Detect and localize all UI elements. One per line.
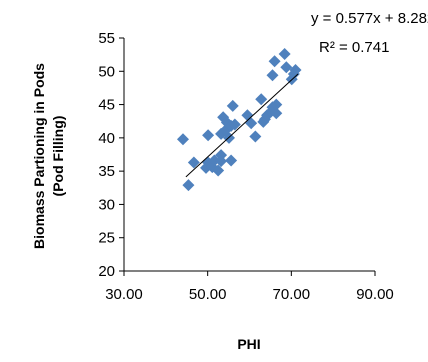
data-point	[287, 67, 300, 80]
y-tick-label: 55	[98, 30, 115, 47]
r-squared-label: R² = 0.741	[319, 39, 389, 56]
data-point	[249, 130, 262, 143]
y-axis-title-line1: Biomass Partioning in Pods	[31, 63, 47, 249]
data-point	[182, 179, 195, 192]
y-tick-label: 45	[98, 97, 115, 114]
x-tick-label: 70.00	[273, 286, 311, 303]
trendline-equation: y = 0.577x + 8.282	[311, 10, 428, 27]
x-axis-title: PHI	[237, 336, 260, 352]
data-points	[176, 47, 302, 192]
tick-labels: 20 25 30 35 40 45 50 55 30.00 50.00 70.00 90.00	[98, 30, 393, 303]
data-point	[278, 47, 291, 60]
data-point	[225, 154, 238, 167]
data-point	[270, 107, 283, 120]
data-point	[187, 156, 200, 169]
data-point	[176, 133, 189, 146]
x-tick-label: 90.00	[356, 286, 394, 303]
y-tick-label: 40	[98, 130, 115, 147]
y-tick-label: 30	[98, 196, 115, 213]
trendline-layer	[185, 73, 299, 178]
data-point	[228, 118, 241, 131]
trendline	[185, 73, 299, 178]
x-tick-label: 30.00	[105, 286, 143, 303]
data-point	[202, 129, 215, 142]
data-point	[215, 155, 228, 168]
data-point	[266, 69, 279, 82]
y-axis-title-line2: (Pod Filling)	[50, 116, 66, 197]
y-tick-label: 50	[98, 63, 115, 80]
y-tick-label: 25	[98, 230, 115, 247]
axes	[119, 37, 376, 276]
y-tick-label: 35	[98, 163, 115, 180]
data-point	[280, 61, 293, 74]
data-point	[255, 93, 268, 106]
data-point	[268, 55, 281, 68]
y-tick-label: 20	[98, 263, 115, 280]
data-point	[226, 99, 239, 112]
data-point	[212, 164, 225, 177]
data-point	[270, 98, 283, 111]
x-tick-label: 50.00	[189, 286, 227, 303]
data-point	[208, 154, 221, 167]
